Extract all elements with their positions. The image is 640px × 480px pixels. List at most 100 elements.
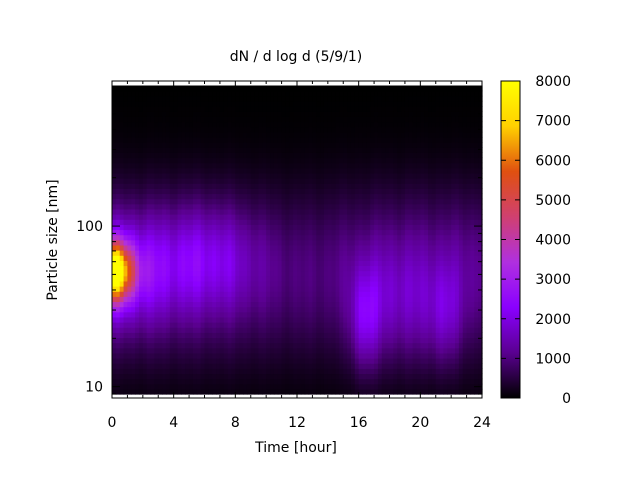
heatmap-cell [196,100,202,107]
heatmap-cell [262,203,267,210]
heatmap-cell [428,388,433,395]
heatmap-cell [331,121,337,128]
heatmap-cell [389,111,394,117]
heatmap-cell [138,291,144,297]
heatmap-cell [243,373,248,380]
heatmap-cell [266,234,271,241]
heatmap-cell [246,162,252,169]
heatmap-cell [146,152,152,159]
heatmap-cell [420,260,425,267]
heatmap-cell [293,147,298,153]
heatmap-cell [162,327,167,333]
heatmap-cell [196,301,202,308]
heatmap-cell [181,224,186,231]
heatmap-cell [192,147,198,153]
heatmap-cell [165,239,171,246]
heatmap-cell [243,121,248,128]
heatmap-cell [350,208,356,215]
heatmap-cell [385,167,391,174]
heatmap-cell [131,208,136,215]
heatmap-cell [216,378,221,385]
heatmap-cell [200,162,206,169]
heatmap-cell [239,332,244,339]
heatmap-cell [235,332,240,339]
heatmap-cell [428,347,433,354]
heatmap-cell [424,121,429,128]
heatmap-cell [208,193,213,200]
heatmap-cell [285,358,290,364]
heatmap-cell [347,208,352,215]
heatmap-cell [331,167,337,174]
heatmap-cell [404,224,410,231]
heatmap-cell [135,322,140,328]
heatmap-cell [385,142,391,148]
heatmap-cell [192,106,198,112]
heatmap-cell [339,224,344,231]
heatmap-cell [320,152,325,159]
heatmap-cell [401,383,406,390]
heatmap-cell [381,214,387,220]
heatmap-cell [397,327,402,333]
heatmap-cell [331,337,337,344]
heatmap-cell [297,100,302,107]
heatmap-cell [127,172,132,179]
heatmap-cell [308,301,314,308]
heatmap-cell [424,90,429,97]
heatmap-cell [331,286,337,292]
heatmap-cell [246,316,252,323]
heatmap-cell [200,363,206,369]
heatmap-cell [304,286,310,292]
heatmap-cell [304,142,310,148]
heatmap-cell [181,337,186,344]
heatmap-cell [212,106,217,112]
heatmap-cell [154,368,159,375]
heatmap-cell [146,100,152,107]
heatmap-cell [281,208,287,215]
heatmap-cell [420,157,425,164]
heatmap-cell [281,95,287,102]
heatmap-cell [270,167,275,174]
heatmap-cell [131,358,136,364]
heatmap-cell [150,85,155,92]
heatmap-cell [408,193,414,200]
heatmap-cell [146,116,152,123]
heatmap-cell [173,229,179,236]
heatmap-cell [354,167,360,174]
heatmap-cell [158,250,163,256]
heatmap-cell [408,85,414,92]
heatmap-cell [250,106,256,112]
heatmap-cell [339,131,344,138]
heatmap-cell [316,219,321,225]
heatmap-cell [277,126,283,133]
heatmap-cell [158,219,163,225]
heatmap-cell [339,286,344,292]
heatmap-cell [343,229,348,236]
heatmap-cell [335,250,340,256]
heatmap-cell [219,167,225,174]
heatmap-cell [377,342,383,349]
heatmap-cell [212,250,217,256]
heatmap-cell [381,116,387,123]
heatmap-cell [320,100,325,107]
heatmap-cell [119,111,125,117]
heatmap-cell [347,85,352,92]
heatmap-cell [416,214,421,220]
heatmap-cell [428,214,433,220]
heatmap-cell [119,85,125,92]
heatmap-cell [138,373,144,380]
heatmap-cell [146,162,152,169]
heatmap-cell [239,229,244,236]
heatmap-cell [412,121,418,128]
heatmap-cell [165,363,171,369]
heatmap-cell [393,188,398,195]
heatmap-cell [216,116,221,123]
heatmap-cell [246,337,252,344]
heatmap-cell [320,306,325,313]
heatmap-cell [358,342,364,349]
heatmap-cell [127,337,132,344]
heatmap-cell [112,347,117,354]
heatmap-cell [243,131,248,138]
heatmap-cell [219,95,225,102]
heatmap-cell [285,111,290,117]
